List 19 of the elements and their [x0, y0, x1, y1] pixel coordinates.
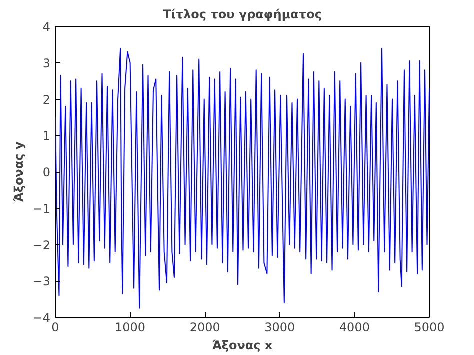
x-tick-label: 0 — [52, 320, 60, 334]
x-tick-label: 2000 — [190, 320, 220, 334]
line-series — [56, 48, 430, 309]
x-tick-label: 1000 — [115, 320, 146, 334]
y-tick-label: 4 — [42, 20, 51, 34]
x-tick-label: 4000 — [339, 320, 370, 334]
y-tick-label: 1 — [42, 129, 51, 144]
x-tick-label: 3000 — [264, 320, 296, 334]
y-tick-label: −2 — [32, 238, 51, 252]
y-tick-label: 0 — [42, 166, 51, 180]
y-tick-label: 2 — [42, 92, 51, 107]
y-tick-label: 3 — [42, 56, 51, 70]
y-tick-label: −4 — [32, 311, 51, 325]
chart-title: Τίτλος του γραφήματος — [163, 8, 322, 22]
x-tick-label: 5000 — [414, 320, 445, 334]
y-tick-label: −3 — [32, 274, 51, 289]
x-axis-title: Άξονας x — [212, 338, 273, 352]
y-axis-title: Άξονας y — [12, 142, 26, 202]
y-tick-label: −1 — [32, 202, 51, 216]
